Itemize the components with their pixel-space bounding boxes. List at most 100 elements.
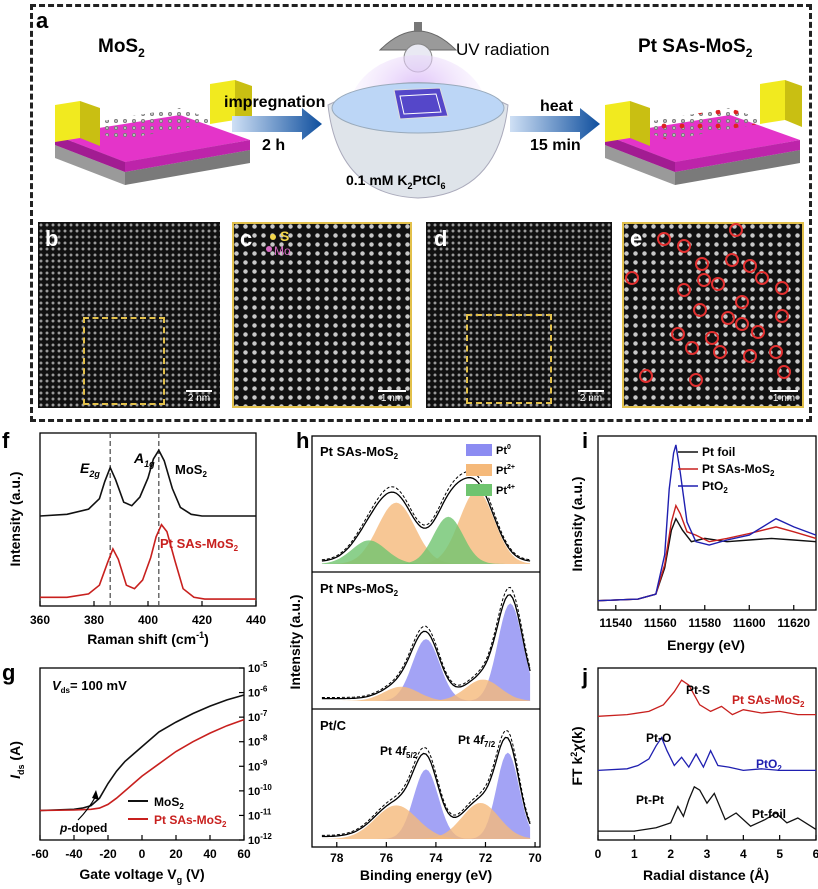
h-component-area [321, 603, 531, 701]
j-xtick-label: 2 [667, 847, 674, 861]
g-ytick-label: 10-11 [248, 807, 272, 822]
h-xtick-label: 78 [330, 851, 344, 865]
g-xtick-label: 20 [169, 847, 183, 861]
j-xtick-label: 0 [595, 847, 602, 861]
scalebar-d: 2 nm [578, 390, 604, 404]
scalebar-c: 1 nm [378, 390, 406, 404]
g-ytick-label: 10-10 [248, 783, 272, 798]
h-component-area [321, 805, 531, 839]
h-legend-pt4: Pt4+ [496, 484, 515, 497]
panel-label-i: i [582, 428, 589, 453]
schematic-drawing [55, 22, 802, 199]
j-xlabel: Radial distance (Å) [643, 867, 769, 883]
h-legend-swatch-pt0 [466, 444, 492, 456]
panel-label-j: j [582, 664, 589, 689]
g-xtick-label: 0 [139, 847, 146, 861]
h-peak-label-72: Pt 4f7/2 [458, 733, 496, 749]
f-series-label-mos2: MoS2 [175, 462, 207, 479]
h-component-area [321, 491, 531, 564]
f-xtick-label: 360 [30, 613, 50, 627]
e2g-label: E2g [80, 460, 100, 479]
panel-label-g: g [2, 660, 16, 685]
h-fit-envelope [321, 594, 531, 700]
f-xtick-label: 400 [138, 613, 158, 627]
i-xtick-label: 11620 [777, 616, 810, 630]
i-legend-ptsas: Pt SAs-MoS2 [702, 462, 775, 478]
h-xtick-label: 74 [429, 851, 443, 865]
panel-label-b: b [45, 226, 59, 251]
f-xtick-label: 440 [246, 613, 266, 627]
micrograph-b: 2 nm [38, 222, 220, 408]
i-series-line [597, 503, 817, 602]
micrograph-c: 1 nm S Mo [232, 222, 412, 408]
h-title-ptnps: Pt NPs-MoS2 [320, 581, 399, 598]
j-series-label-ptsas: Pt SAs-MoS2 [732, 693, 805, 709]
a1g-label: A1g [133, 450, 155, 469]
h-xtick-label: 70 [528, 851, 542, 865]
arrow-heat [510, 108, 600, 140]
f-ylabel: Intensity (a.u.) [7, 472, 23, 567]
g-annotation: Vds= 100 mV [52, 678, 127, 695]
h-component-area [321, 686, 531, 701]
h-xtick-label: 72 [479, 851, 493, 865]
j-xtick-label: 5 [776, 847, 783, 861]
step1-label: impregnation [224, 94, 326, 111]
h-fit-envelope [321, 476, 531, 562]
h-component-area [321, 769, 531, 839]
i-series-line [597, 517, 817, 602]
micrograph-d: 2 nm [426, 222, 612, 408]
solution-label: 0.1 mM K2PtCl6 [346, 172, 446, 191]
chart-g: -60 -40 -20 0 20 40 60 10-5 10-6 10-7 10-8 10-9 10-1… [7, 660, 272, 885]
chart-j: 0 1 2 3 4 5 6 FT k2χ(k) Radial distance (Å) Pt… [569, 667, 818, 883]
j-series-label-ptfoil: Pt-foil [752, 807, 786, 821]
i-xtick-label: 11560 [644, 616, 677, 630]
h-legend-swatch-pt4 [466, 484, 492, 496]
panel-label-c: c [240, 226, 253, 251]
h-raw-data [321, 586, 531, 698]
h-component-area [321, 540, 531, 564]
g-series-line [39, 694, 245, 812]
i-xtick-label: 11580 [688, 616, 721, 630]
schematic-right-title: Pt SAs-MoS2 [638, 36, 753, 60]
h-title-ptc: Pt/C [320, 718, 347, 733]
f-xlabel: Raman shift (cm-1) [87, 630, 209, 647]
i-legend-pto2: PtO2 [702, 479, 728, 495]
chart-f: 360 380 400 420 440 Intensity (a.u.) Raman s… [7, 432, 266, 647]
zoom-region-b [83, 317, 165, 405]
g-legend-mos2: MoS2 [154, 795, 184, 811]
g-ylabel: Ids (A) [7, 741, 26, 779]
j-peak-label-pts: Pt-S [686, 683, 710, 697]
g-ytick-label: 10-5 [248, 660, 268, 675]
h-component-area [321, 803, 531, 839]
panel-label-d: d [434, 226, 448, 251]
g-xtick-label: 40 [203, 847, 217, 861]
step2-label: heat [540, 98, 573, 115]
panel-label-f: f [2, 428, 10, 453]
pt-single-atom-circles [625, 223, 791, 387]
g-ytick-label: 10-9 [248, 758, 268, 773]
h-legend: Pt0 Pt2+ Pt4+ [466, 444, 515, 497]
j-series-label-pto2: PtO2 [756, 757, 782, 773]
f-series-line [40, 523, 256, 600]
uv-label: UV radiation [456, 40, 550, 59]
h-component-area [321, 679, 531, 701]
i-xtick-label: 11600 [733, 616, 766, 630]
scalebar-e: 1 nm [770, 390, 798, 404]
legend-s: S [280, 228, 290, 244]
s-atom-marker [270, 234, 276, 240]
mos2-device [55, 80, 252, 185]
panel-label-e: e [630, 226, 643, 251]
g-xtick-label: 60 [237, 847, 251, 861]
i-xtick-label: 11540 [599, 616, 632, 630]
h-xtick-label: 76 [380, 851, 394, 865]
h-ylabel: Intensity (a.u.) [290, 595, 303, 690]
g-series-line [39, 718, 245, 812]
g-ytick-label: 10-7 [248, 709, 268, 724]
panel-label-h: h [296, 428, 310, 453]
h-legend-pt0: Pt0 [496, 444, 511, 457]
g-xtick-label: -60 [31, 847, 49, 861]
j-series-line [597, 736, 816, 772]
legend-mo: Mo [274, 244, 291, 258]
h-peak-label-52: Pt 4f5/2 [380, 744, 418, 760]
mo-atom-marker [266, 246, 272, 252]
